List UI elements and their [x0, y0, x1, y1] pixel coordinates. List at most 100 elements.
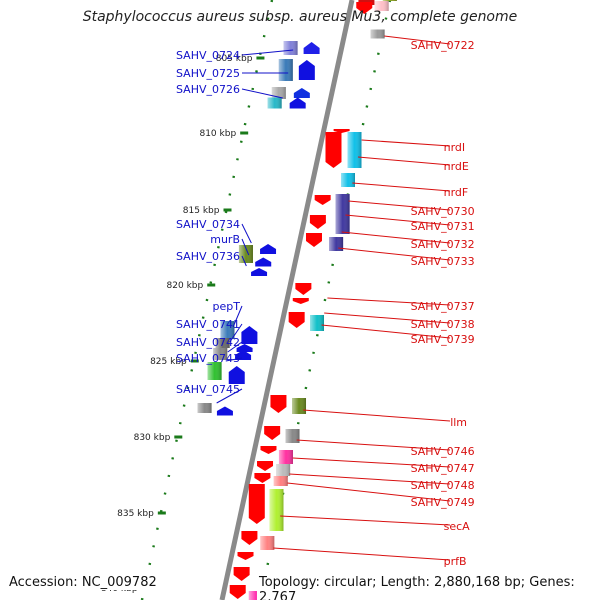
- gene-feature[interactable]: [270, 395, 287, 413]
- gene-shading: [310, 315, 325, 331]
- gene-feature[interactable]: [292, 298, 309, 304]
- gene-feature[interactable]: [235, 350, 252, 360]
- gene-feature[interactable]: [260, 244, 277, 254]
- gene-feature[interactable]: [314, 195, 331, 205]
- gene-feature[interactable]: [233, 567, 250, 581]
- gene-shading: [278, 450, 293, 464]
- reverse-gene-label[interactable]: SAHV_0745: [176, 383, 240, 396]
- gene-feature[interactable]: [295, 283, 312, 295]
- gene-feature[interactable]: [305, 233, 322, 247]
- forward-leader: [324, 312, 451, 324]
- gene-feature[interactable]: [303, 42, 320, 54]
- forward-gene-label[interactable]: SAHV_0746: [411, 445, 475, 458]
- guide-track-1: [140, 0, 274, 600]
- forward-leader: [287, 482, 451, 502]
- reverse-gene-label[interactable]: SAHV_0734: [176, 218, 240, 231]
- scale-tick-label: 830 kbp: [134, 433, 171, 443]
- scale-tick-label: 820 kbp: [167, 281, 204, 291]
- gene-shading: [340, 173, 355, 187]
- gene-feature[interactable]: [260, 446, 277, 454]
- gene-feature[interactable]: [356, 2, 373, 14]
- gene-feature[interactable]: [237, 552, 254, 560]
- gene-shading: [335, 194, 350, 234]
- forward-gene-label[interactable]: nrdI: [444, 141, 466, 154]
- reverse-leader: [241, 223, 252, 244]
- gene-feature[interactable]: [293, 88, 310, 98]
- reverse-gene-label[interactable]: pepT: [213, 300, 241, 313]
- scale-tick-label: 805 kbp: [216, 54, 253, 64]
- forward-gene-label[interactable]: prfB: [444, 555, 467, 568]
- forward-gene-label[interactable]: llm: [450, 416, 467, 429]
- forward-gene-label[interactable]: SAHV_0739: [411, 333, 475, 346]
- gene-feature[interactable]: [241, 531, 258, 545]
- gene-shading: [207, 362, 222, 380]
- reverse-gene-label[interactable]: SAHV_0742: [176, 336, 240, 349]
- scale-tick-label: 825 kbp: [150, 357, 187, 367]
- gene-feature[interactable]: [264, 426, 281, 440]
- gene-feature[interactable]: [251, 268, 268, 276]
- reverse-gene-label[interactable]: SAHV_0726: [176, 83, 240, 96]
- reverse-leader: [227, 341, 243, 353]
- gene-feature[interactable]: [288, 312, 305, 328]
- forward-leader: [361, 139, 451, 147]
- forward-leader: [303, 409, 451, 422]
- forward-leader: [296, 439, 451, 451]
- forward-leader: [273, 547, 451, 561]
- gene-shading: [197, 403, 212, 413]
- gene-shading: [238, 245, 253, 263]
- gene-feature[interactable]: [216, 406, 233, 416]
- forward-gene-label[interactable]: SAHV_0732: [411, 238, 475, 251]
- reverse-gene-label[interactable]: SAHV_0724: [176, 49, 240, 62]
- forward-gene-label[interactable]: SAHV_0738: [411, 318, 475, 331]
- reverse-gene-label[interactable]: SAHV_0743: [176, 352, 240, 365]
- forward-leader: [341, 231, 451, 244]
- forward-gene-label[interactable]: SAHV_0730: [411, 205, 475, 218]
- gene-shading: [220, 321, 235, 339]
- gene-shading: [273, 476, 288, 486]
- gene-feature[interactable]: [241, 326, 258, 344]
- topology-text: Topology: circular; Length: 2,880,168 bp…: [257, 575, 600, 600]
- forward-leader: [280, 515, 451, 526]
- forward-gene-label[interactable]: SAHV_0749: [411, 496, 475, 509]
- forward-leader: [327, 297, 451, 306]
- gene-feature[interactable]: [236, 344, 253, 352]
- forward-gene-label[interactable]: secA: [444, 520, 471, 533]
- reverse-leader: [241, 49, 294, 56]
- reverse-gene-label[interactable]: SAHV_0736: [176, 250, 240, 263]
- forward-gene-label[interactable]: nrdF: [444, 186, 469, 199]
- forward-gene-label[interactable]: SAHV_0731: [411, 220, 475, 233]
- forward-leader: [348, 200, 451, 211]
- reverse-leader: [216, 388, 243, 404]
- gene-feature[interactable]: [325, 132, 342, 168]
- forward-gene-label[interactable]: SAHV_0722: [411, 39, 475, 52]
- gene-feature[interactable]: [248, 484, 265, 524]
- reverse-gene-label[interactable]: SAHV_0725: [176, 67, 240, 80]
- gene-shading: [374, 1, 389, 11]
- gene-feature[interactable]: [229, 585, 246, 599]
- gene-feature[interactable]: [298, 60, 315, 80]
- genome-backbone: [219, 0, 355, 600]
- forward-leader: [289, 473, 451, 485]
- reverse-leader: [225, 357, 243, 362]
- gene-shading: [269, 489, 284, 531]
- gene-feature[interactable]: [309, 215, 326, 229]
- forward-gene-label[interactable]: SAHV_0737: [411, 300, 475, 313]
- guide-track-2: [258, 0, 392, 600]
- forward-gene-label[interactable]: SAHV_0747: [411, 462, 475, 475]
- gene-shading: [267, 97, 282, 109]
- gene-feature[interactable]: [289, 97, 306, 109]
- gene-feature[interactable]: [254, 473, 271, 483]
- reverse-gene-label[interactable]: murB: [210, 233, 240, 246]
- gene-feature[interactable]: [255, 257, 272, 267]
- gene-shading: [213, 348, 228, 360]
- reverse-gene-label[interactable]: SAHV_0741: [176, 318, 240, 331]
- forward-gene-label[interactable]: SAHV_0748: [411, 479, 475, 492]
- gene-feature[interactable]: [257, 461, 274, 471]
- forward-gene-label[interactable]: nrdE: [444, 160, 469, 173]
- gene-labels: SAHV_0724 SAHV_0725 SAHV_0726 SAHV_0734 murB…: [176, 39, 475, 568]
- forward-gene-label[interactable]: SAHV_0733: [411, 255, 475, 268]
- gene-feature[interactable]: [228, 366, 245, 384]
- track-dotted-guides: [140, 0, 392, 600]
